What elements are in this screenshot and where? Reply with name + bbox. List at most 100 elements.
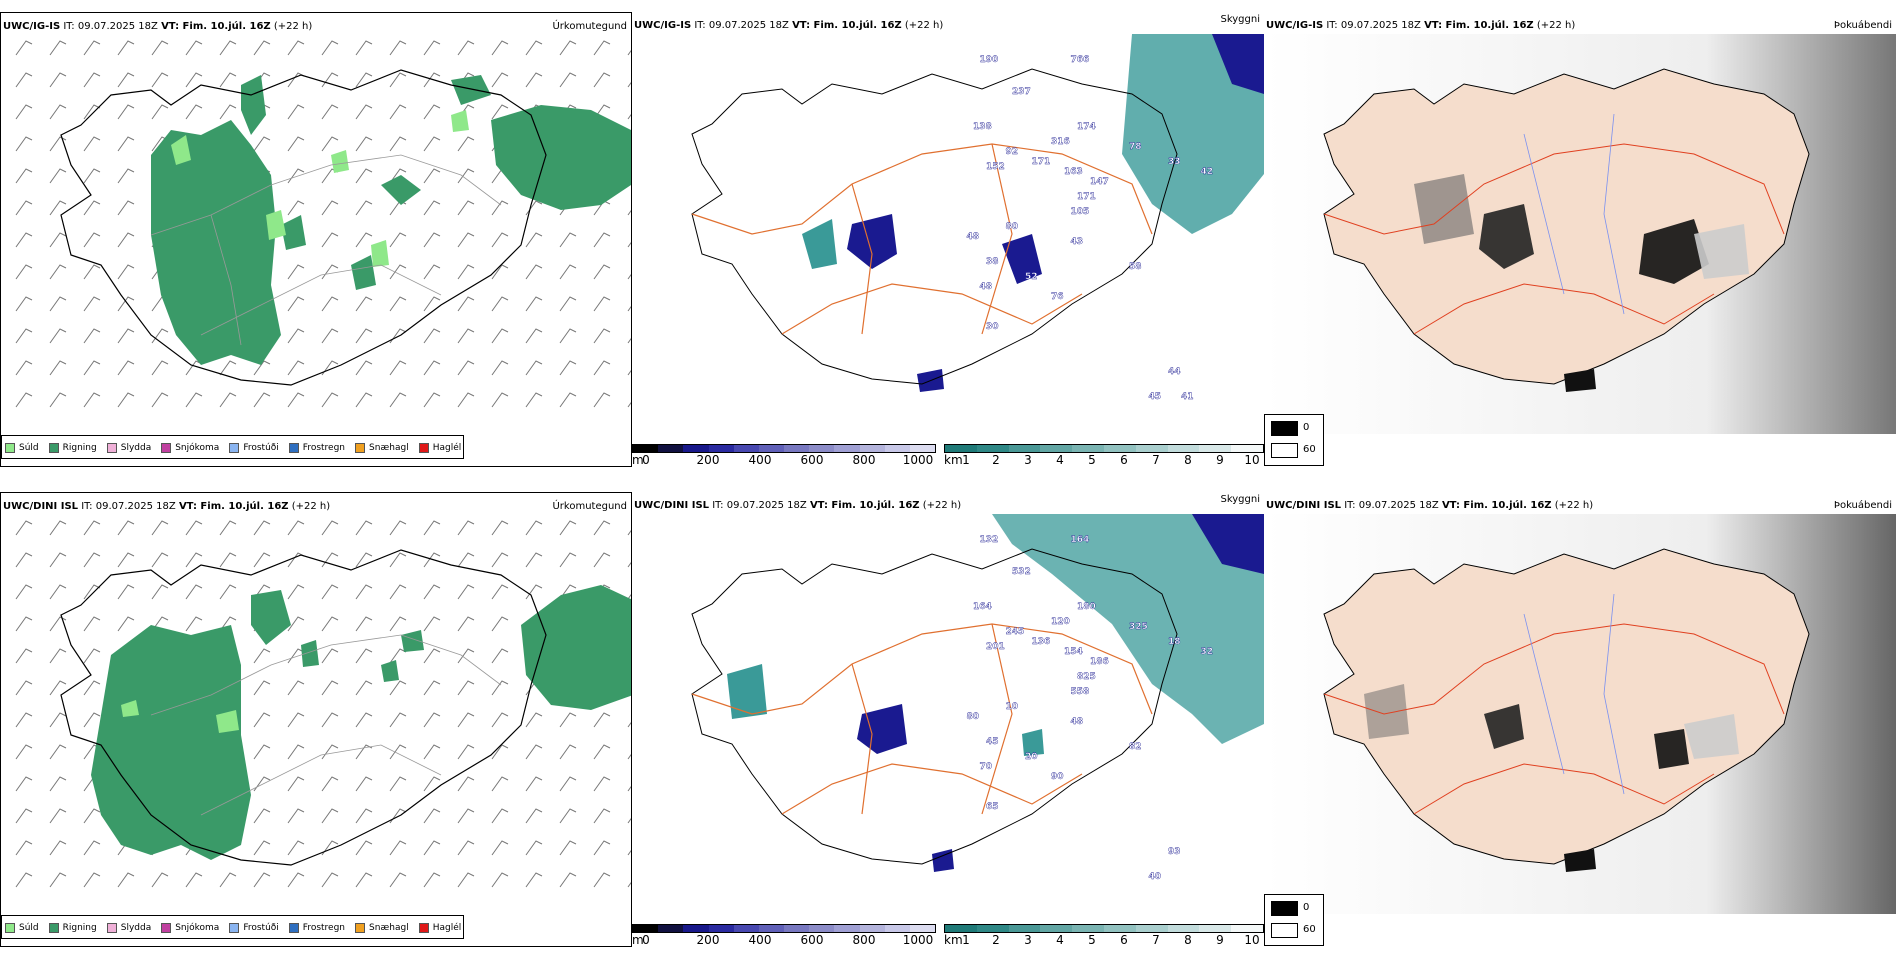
wind-barb (151, 104, 169, 120)
river-network (1523, 593, 1625, 795)
wind-barb (287, 328, 305, 344)
wind-barb (83, 552, 101, 568)
visibility-value: 105 (1071, 207, 1090, 217)
wind-barb (321, 616, 339, 632)
legend-label: Frostregn (302, 923, 346, 933)
fog-legend-swatch-high (1271, 901, 1298, 916)
wind-barb (83, 200, 101, 216)
wind-barb (151, 40, 169, 56)
legend-label: Haglél (432, 443, 462, 453)
model-name: UWC/IG-IS (1266, 20, 1324, 31)
wind-barb (491, 744, 509, 760)
wind-barb (559, 808, 577, 824)
wind-barb (83, 136, 101, 152)
panel-header: UWC/IG-IS IT: 09.07.2025 18Z VT: Fim. 10… (634, 14, 1262, 33)
wind-barb (355, 808, 373, 824)
wind-barb (321, 264, 339, 280)
wind-barb (491, 232, 509, 248)
wind-barb (525, 200, 543, 216)
wind-barb (457, 872, 475, 888)
visibility-scale: km 1 2 3 4 5 6 7 8 9 10 (944, 444, 1264, 467)
wind-barb (151, 328, 169, 344)
wind-barb (457, 552, 475, 568)
wind-barb (423, 840, 441, 856)
panel-title: Úrkomutegund (552, 501, 627, 512)
wind-barb (287, 136, 305, 152)
drizzle-areas (171, 110, 469, 267)
road-network (150, 634, 502, 816)
visibility-value: 58 (1129, 262, 1142, 272)
wind-barb (49, 648, 67, 664)
visibility-value: 52 (1025, 272, 1038, 282)
scale-tick: 6 (1120, 453, 1128, 467)
wind-barb (83, 264, 101, 280)
wind-barb (559, 72, 577, 88)
wind-barb (219, 616, 237, 632)
init-time: IT: 09.07.2025 18Z (1344, 500, 1439, 511)
wind-barb (117, 40, 135, 56)
legend-label: Súld (19, 443, 39, 453)
scale-tick: 5 (1088, 933, 1096, 947)
scale-tick: 4 (1056, 933, 1064, 947)
wind-barb (83, 616, 101, 632)
visibility-value: 132 (980, 535, 999, 545)
iceland-coastline (60, 549, 547, 866)
wind-barb (287, 584, 305, 600)
precip-map (15, 520, 631, 888)
visibility-value: 93 (1168, 847, 1181, 857)
fog-legend-swatch-low (1271, 923, 1298, 938)
fog-legend-high: 0 (1303, 902, 1310, 913)
wind-barb (15, 232, 33, 248)
wind-barb (389, 584, 407, 600)
visibility-value: 70 (980, 762, 993, 772)
wind-barb (593, 264, 611, 280)
wind-barb (49, 40, 67, 56)
visibility-panel: UWC/IG-IS IT: 09.07.2025 18Z VT: Fim. 10… (632, 12, 1264, 467)
visibility-value: 90 (1051, 772, 1064, 782)
wind-barb (83, 680, 101, 696)
legend-swatch (355, 443, 366, 453)
wind-barb (457, 360, 475, 376)
visibility-map: 190 766 237 174 138 316 92 171 152 163 147 171 105 78… (691, 34, 1264, 402)
wind-barb (117, 136, 135, 152)
visibility-value: 138 (973, 122, 992, 132)
wind-barb (389, 872, 407, 888)
wind-barb (287, 360, 305, 376)
visibility-value: 171 (1077, 192, 1096, 202)
visibility-value: 32 (1201, 647, 1214, 657)
wind-barb (321, 648, 339, 664)
wind-barb (83, 296, 101, 312)
wind-barb (15, 264, 33, 280)
visibility-value: 171 (1032, 157, 1051, 167)
scale-unit: km (944, 453, 963, 467)
legend-swatch (229, 923, 240, 933)
wind-barb (491, 264, 509, 280)
scale-tick: 2 (992, 933, 1000, 947)
wind-barb (525, 808, 543, 824)
wind-barb (525, 712, 543, 728)
wind-barb (321, 392, 339, 408)
wind-barb (321, 680, 339, 696)
init-time: IT: 09.07.2025 18Z (81, 501, 176, 512)
wind-barb (355, 136, 373, 152)
scale-tick: 8 (1184, 933, 1192, 947)
legend-item: Frostúði (229, 443, 279, 453)
lead-time: (+22 h) (922, 500, 962, 511)
wind-barb (457, 840, 475, 856)
wind-barb (321, 584, 339, 600)
wind-barb (83, 72, 101, 88)
wind-barb (491, 520, 509, 536)
wind-barb (593, 840, 611, 856)
wind-barb (287, 40, 305, 56)
legend-label: Snjókoma (175, 443, 220, 453)
wind-barb (559, 840, 577, 856)
wind-barb (491, 40, 509, 56)
wind-barb (49, 616, 67, 632)
wind-barb (559, 712, 577, 728)
visibility-value: 38 (986, 257, 999, 267)
wind-barb (355, 232, 373, 248)
wind-barb (151, 584, 169, 600)
wind-barb (423, 168, 441, 184)
wind-barb (423, 136, 441, 152)
wind-barb (287, 104, 305, 120)
